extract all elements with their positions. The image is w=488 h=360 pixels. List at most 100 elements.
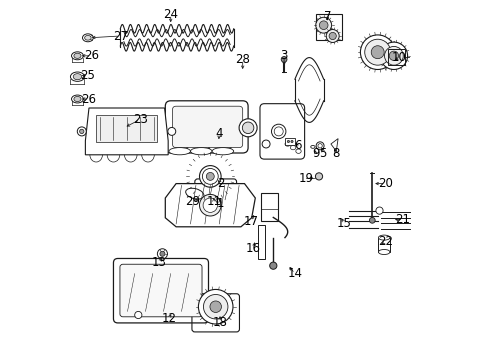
- Text: 26: 26: [84, 49, 99, 62]
- Circle shape: [384, 46, 403, 65]
- Circle shape: [370, 46, 384, 59]
- Text: 27: 27: [113, 30, 127, 42]
- Text: 13: 13: [151, 256, 166, 269]
- FancyBboxPatch shape: [172, 106, 242, 148]
- Text: 9: 9: [311, 147, 319, 159]
- Text: 25: 25: [81, 69, 95, 82]
- Circle shape: [325, 30, 339, 42]
- Text: 1: 1: [216, 197, 224, 210]
- Circle shape: [281, 57, 286, 62]
- Circle shape: [203, 294, 227, 319]
- Circle shape: [157, 249, 167, 259]
- Ellipse shape: [290, 145, 295, 150]
- Bar: [257, 225, 264, 259]
- Circle shape: [319, 21, 327, 30]
- Ellipse shape: [202, 168, 218, 184]
- Text: 8: 8: [332, 147, 339, 159]
- Ellipse shape: [73, 74, 81, 80]
- FancyBboxPatch shape: [120, 264, 202, 317]
- Text: 28: 28: [235, 53, 250, 66]
- Text: 18: 18: [212, 316, 227, 329]
- Polygon shape: [165, 184, 255, 227]
- Bar: [96, 115, 157, 142]
- Ellipse shape: [185, 188, 203, 199]
- Bar: [387, 49, 404, 65]
- Ellipse shape: [287, 140, 289, 143]
- Text: 19: 19: [298, 172, 313, 185]
- Circle shape: [375, 207, 382, 214]
- Text: 23: 23: [132, 113, 147, 126]
- Circle shape: [380, 42, 407, 69]
- Ellipse shape: [167, 127, 175, 135]
- Text: 16: 16: [245, 242, 261, 255]
- Ellipse shape: [190, 148, 212, 155]
- Bar: [284, 138, 294, 145]
- Text: 4: 4: [215, 127, 223, 140]
- Text: 5: 5: [319, 147, 326, 159]
- Circle shape: [160, 251, 164, 256]
- Text: 3: 3: [280, 49, 287, 62]
- Ellipse shape: [295, 149, 301, 153]
- Ellipse shape: [285, 142, 290, 146]
- FancyBboxPatch shape: [194, 179, 236, 204]
- Text: 22: 22: [377, 235, 392, 248]
- Ellipse shape: [203, 198, 217, 212]
- Bar: [260, 193, 277, 221]
- Circle shape: [315, 173, 322, 180]
- Circle shape: [388, 51, 398, 60]
- Circle shape: [198, 289, 232, 324]
- FancyBboxPatch shape: [113, 258, 208, 323]
- Circle shape: [364, 39, 390, 65]
- Ellipse shape: [271, 124, 285, 139]
- Polygon shape: [85, 108, 168, 155]
- Ellipse shape: [168, 148, 190, 155]
- Text: 7: 7: [323, 10, 330, 23]
- Ellipse shape: [77, 127, 86, 136]
- Text: 11: 11: [206, 195, 221, 208]
- FancyBboxPatch shape: [260, 104, 304, 159]
- Ellipse shape: [212, 148, 233, 155]
- Ellipse shape: [239, 119, 257, 137]
- Text: 15: 15: [336, 217, 351, 230]
- Ellipse shape: [378, 249, 389, 255]
- Circle shape: [368, 217, 374, 223]
- Ellipse shape: [316, 142, 324, 150]
- Text: 17: 17: [243, 215, 258, 228]
- Text: 10: 10: [391, 51, 406, 64]
- Bar: [378, 238, 389, 252]
- Text: 20: 20: [377, 177, 392, 190]
- FancyBboxPatch shape: [165, 101, 247, 153]
- Circle shape: [315, 17, 331, 33]
- Text: 24: 24: [163, 8, 178, 21]
- Ellipse shape: [80, 129, 84, 134]
- Ellipse shape: [378, 235, 389, 240]
- Ellipse shape: [70, 72, 84, 81]
- Circle shape: [269, 262, 276, 269]
- Ellipse shape: [71, 95, 83, 103]
- Polygon shape: [330, 139, 337, 151]
- Ellipse shape: [274, 127, 283, 136]
- Text: 26: 26: [81, 93, 96, 105]
- Ellipse shape: [317, 144, 322, 148]
- Text: 29: 29: [184, 195, 200, 208]
- Circle shape: [360, 35, 394, 69]
- Ellipse shape: [71, 52, 83, 60]
- Ellipse shape: [74, 96, 81, 102]
- Text: 21: 21: [395, 213, 409, 226]
- Ellipse shape: [242, 122, 253, 134]
- Ellipse shape: [206, 172, 214, 180]
- Ellipse shape: [82, 34, 93, 42]
- Ellipse shape: [310, 145, 314, 148]
- Circle shape: [134, 311, 142, 319]
- Text: 12: 12: [161, 312, 176, 325]
- Bar: [316, 14, 342, 40]
- Ellipse shape: [262, 140, 269, 148]
- Ellipse shape: [199, 194, 221, 216]
- Ellipse shape: [199, 166, 221, 187]
- Text: 6: 6: [293, 139, 301, 152]
- Ellipse shape: [290, 140, 292, 143]
- Ellipse shape: [84, 36, 91, 40]
- Text: 14: 14: [287, 267, 302, 280]
- Ellipse shape: [74, 53, 81, 58]
- Text: 2: 2: [217, 177, 224, 190]
